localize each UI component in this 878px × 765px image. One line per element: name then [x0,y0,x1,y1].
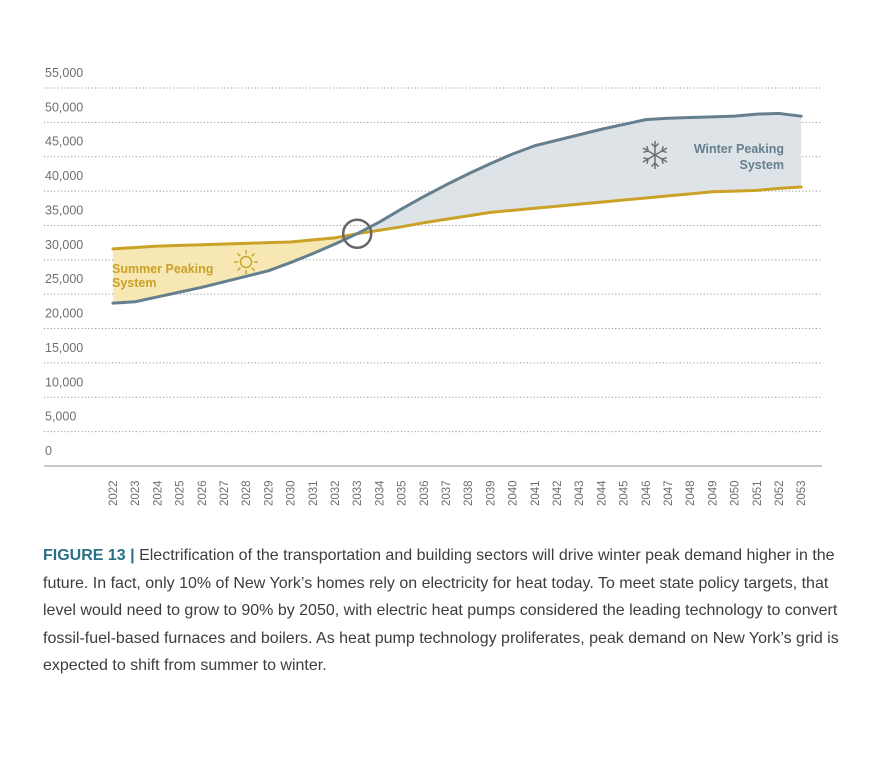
x-tick-label: 2039 [485,480,497,506]
x-tick-label: 2024 [152,480,164,506]
x-tick-label: 2042 [552,480,564,506]
peak-demand-chart: 55,000 50,000 45,000 40,000 35,000 30,000 25,0… [44,66,822,506]
figure-caption-text: Electrification of the transportation an… [43,547,839,674]
x-tick-label: 2048 [685,480,697,506]
x-tick-label: 2053 [796,480,808,506]
y-tick-label: 15,000 [45,341,83,355]
y-tick-label: 5,000 [45,410,76,424]
x-tick-label: 2033 [352,480,364,506]
x-tick-label: 2029 [263,480,275,506]
x-tick-label: 2022 [108,480,120,506]
y-tick-label: 0 [45,444,52,458]
summer-annotation-line1: Summer Peaking [112,262,213,276]
x-tick-label: 2027 [219,480,231,506]
y-axis-tick-labels: 55,000 50,000 45,000 40,000 35,000 30,000 25,0… [45,66,83,458]
y-tick-label: 35,000 [45,203,83,217]
figure-caption: FIGURE 13 | Electrification of the trans… [43,542,863,680]
summer-annotation-line2: System [112,276,156,290]
x-tick-label: 2049 [707,480,719,506]
x-tick-label: 2050 [730,480,742,506]
x-tick-label: 2025 [175,480,187,506]
figure-label: FIGURE 13 [43,547,126,564]
series-lines [111,111,803,305]
y-tick-label: 40,000 [45,169,83,183]
x-tick-label: 2035 [397,480,409,506]
snowflake-icon [642,141,668,169]
winter-annotation-line2: System [740,158,784,172]
x-tick-label: 2031 [308,480,320,506]
figure-separator: | [130,547,135,564]
y-tick-label: 30,000 [45,238,83,252]
x-tick-label: 2041 [530,480,542,506]
x-tick-label: 2043 [574,480,586,506]
x-tick-label: 2028 [241,480,253,506]
x-tick-label: 2036 [419,480,431,506]
x-tick-label: 2052 [774,480,786,506]
x-tick-label: 2038 [463,480,475,506]
winter_peak-line [111,111,803,305]
sun-icon [234,250,258,274]
summer-peaking-region [113,233,358,304]
y-tick-label: 50,000 [45,100,83,114]
x-tick-label: 2032 [330,480,342,506]
x-tick-label: 2046 [641,480,653,506]
y-tick-label: 55,000 [45,66,83,80]
x-tick-label: 2051 [752,480,764,506]
x-tick-label: 2047 [663,480,675,506]
winter-peaking-region [357,113,802,234]
winter-annotation-line1: Winter Peaking [694,142,784,156]
x-tick-label: 2023 [130,480,142,506]
x-axis-tick-labels: 2022 2023 2024 2025 2026 2027 2028 2029 2030 2031… [108,480,808,506]
y-tick-label: 10,000 [45,375,83,389]
x-tick-label: 2037 [441,480,453,506]
x-tick-label: 2030 [286,480,298,506]
shaded-regions [113,113,802,304]
x-tick-label: 2044 [596,480,608,506]
summer_peak-line [111,185,803,251]
x-tick-label: 2026 [197,480,209,506]
y-tick-label: 20,000 [45,307,83,321]
x-tick-label: 2040 [508,480,520,506]
y-tick-label: 45,000 [45,135,83,149]
crossover-circle-marker [341,218,373,249]
y-tick-label: 25,000 [45,272,83,286]
x-tick-label: 2034 [374,480,386,506]
x-tick-label: 2045 [619,480,631,506]
